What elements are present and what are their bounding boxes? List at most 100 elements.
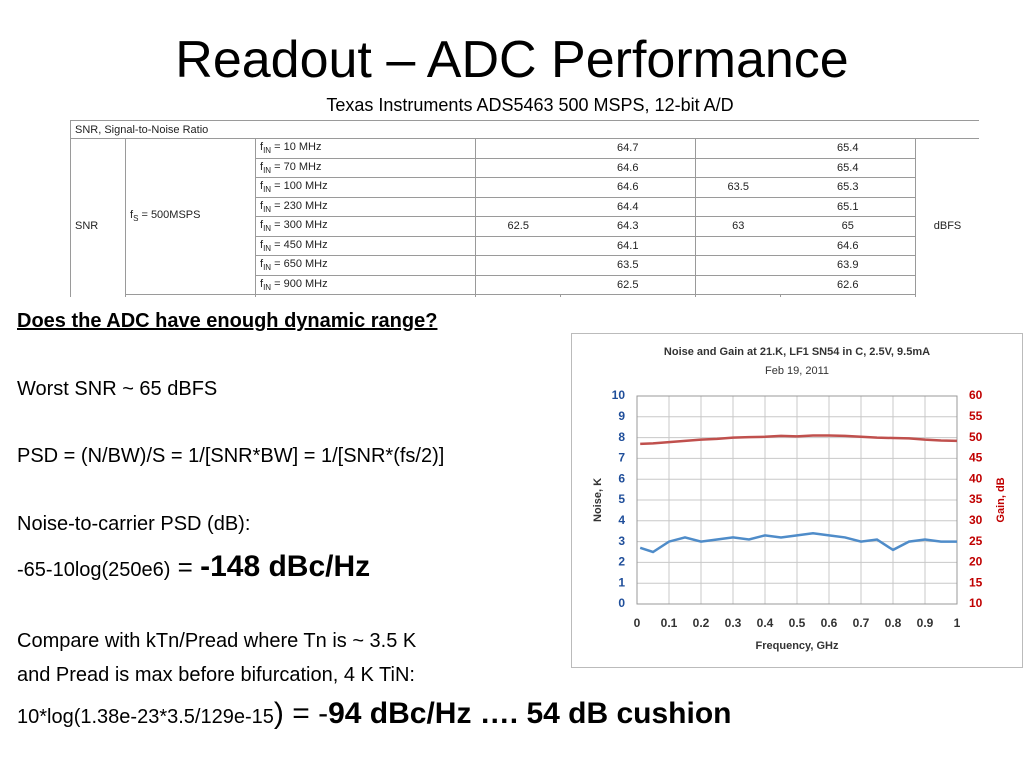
value-cell: 65.1 — [780, 196, 916, 217]
value-cell: 64.6 — [560, 157, 696, 178]
value-cell: 63.5 — [560, 255, 696, 276]
symbol: f — [260, 238, 264, 251]
y-tick-label: 0 — [618, 596, 625, 610]
x-tick-label: 0.6 — [821, 616, 838, 630]
value-cell — [475, 255, 561, 276]
y2-tick-label: 15 — [969, 575, 983, 589]
value-cell — [695, 196, 781, 217]
text: = - — [283, 697, 329, 730]
y-tick-label: 4 — [618, 513, 625, 527]
y-tick-label: 8 — [618, 430, 625, 444]
param-cell: fIN = 230 MHz — [255, 196, 476, 217]
x-tick-label: 0.3 — [725, 616, 742, 630]
text-line: -65-10log(250e6) = -148 dBc/Hz — [17, 550, 370, 584]
text-line: 10*log(1.38e-23*3.5/129e-15) = -94 dBc/H… — [17, 697, 731, 731]
value-cell — [475, 196, 561, 217]
text: = 70 MHz — [271, 160, 322, 173]
value-cell: 63 — [695, 216, 781, 237]
blank-cell — [695, 294, 781, 297]
value-cell: 65 — [780, 216, 916, 237]
value-cell: 65.4 — [780, 138, 916, 159]
value-cell: 65.4 — [780, 157, 916, 178]
value-cell — [475, 274, 561, 295]
y2-tick-label: 50 — [969, 430, 983, 444]
value-cell: 62.5 — [560, 274, 696, 295]
symbol: f — [260, 180, 264, 193]
text: = 300 MHz — [271, 219, 328, 232]
text: = 450 MHz — [271, 238, 328, 251]
blank-cell — [780, 294, 916, 297]
text: = 10 MHz — [271, 141, 322, 154]
y-tick-label: 9 — [618, 409, 625, 423]
y2-tick-label: 20 — [969, 555, 983, 569]
value-cell — [695, 235, 781, 256]
symbol: f — [260, 141, 264, 154]
text: 10*log(1.38e-23*3.5/129e-15 — [17, 706, 274, 728]
row: fIN = 300 MHz 62.5 64.3 63 65 — [71, 216, 980, 237]
x-tick-label: 0.7 — [853, 616, 870, 630]
value-cell: 64.6 — [560, 177, 696, 198]
y-tick-label: 10 — [612, 388, 626, 402]
subscript: IN — [263, 165, 272, 175]
spec-table: SNR, Signal-to-Noise Ratio SNR fS = 500MSP… — [70, 120, 979, 297]
value-cell — [695, 138, 781, 159]
row — [71, 294, 980, 297]
row: SNR fS = 500MSPS fIN = 10 MHz 64.7 65.4 dBFS — [70, 138, 979, 297]
param-cell: fIN = 70 MHz — [255, 157, 476, 178]
symbol: f — [260, 199, 264, 212]
y2-tick-label: 35 — [969, 492, 983, 506]
chart-subtitle: Feb 19, 2011 — [765, 365, 829, 377]
param-cell: fIN = 900 MHz — [255, 274, 476, 295]
row: fIN = 230 MHz 64.4 65.1 — [71, 196, 980, 217]
text-line: PSD = (N/BW)/S = 1/[SNR*BW] = 1/[SNR*(fs… — [17, 445, 445, 467]
x-tick-label: 0.9 — [917, 616, 934, 630]
text: = 900 MHz — [271, 277, 328, 290]
text-line: Worst SNR ~ 65 dBFS — [17, 378, 218, 400]
text-line: and Pread is max before bifurcation, 4 K… — [17, 664, 415, 686]
value-cell: 63.5 — [695, 177, 781, 198]
symbol: f — [260, 219, 264, 232]
value-cell: 63.9 — [780, 255, 916, 276]
text: = 100 MHz — [271, 180, 328, 193]
y2-tick-label: 10 — [969, 596, 983, 610]
plot-area — [636, 395, 958, 605]
y2-tick-label: 55 — [969, 409, 983, 423]
y2-axis-label: Gain, dB — [995, 477, 1007, 522]
value-cell — [475, 235, 561, 256]
blank-cell — [475, 294, 561, 297]
heading: Does the ADC have enough dynamic range? — [17, 310, 438, 332]
y-tick-label: 6 — [618, 471, 625, 485]
chart-title: Noise and Gain at 21.K, LF1 SN54 in C, 2… — [664, 346, 930, 358]
blank-cell — [255, 294, 476, 297]
symbol: f — [260, 258, 264, 271]
text: -65-10log(250e6) — [17, 559, 171, 581]
subscript: IN — [263, 185, 272, 195]
y-tick-label: 2 — [618, 555, 625, 569]
x-tick-label: 0.8 — [885, 616, 902, 630]
value-cell: 64.6 — [780, 235, 916, 256]
symbol: f — [260, 277, 264, 290]
series-line — [640, 434, 958, 446]
subscript: IN — [263, 263, 272, 273]
text: = — [170, 552, 201, 582]
value-cell: 62.5 — [475, 216, 561, 237]
value-cell — [695, 255, 781, 276]
text: = 650 MHz — [271, 258, 328, 271]
x-tick-label: 0 — [634, 616, 641, 630]
subscript: IN — [263, 224, 272, 234]
value-cell: 64.3 — [560, 216, 696, 237]
value-cell: 65.3 — [780, 177, 916, 198]
table: SNR, Signal-to-Noise Ratio SNR fS = 500MSP… — [70, 120, 979, 297]
y-axis-label: Noise, K — [592, 478, 604, 522]
y2-tick-label: 30 — [969, 513, 983, 527]
y2-tick-label: 45 — [969, 451, 983, 465]
x-tick-label: 0.1 — [661, 616, 678, 630]
symbol: f — [260, 160, 264, 173]
y2-tick-label: 60 — [969, 388, 983, 402]
y2-tick-label: 40 — [969, 471, 983, 485]
text: = 500MSPS — [138, 209, 201, 222]
param-cell: fIN = 10 MHz — [255, 138, 476, 159]
text: = 230 MHz — [271, 199, 328, 212]
value-cell: 64.4 — [560, 196, 696, 217]
